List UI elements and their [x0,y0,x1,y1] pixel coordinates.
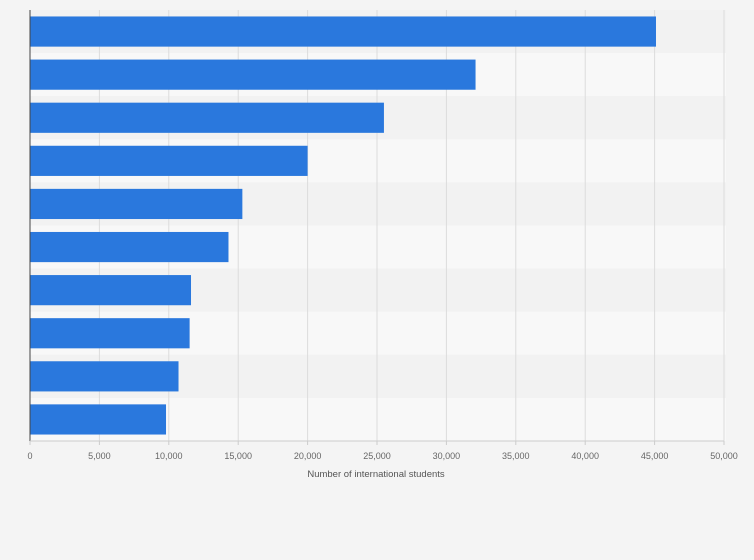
bar [30,145,308,176]
bars [30,16,656,435]
bar [30,231,229,263]
x-axis-title: Number of international students [307,469,445,480]
axes [29,10,725,445]
bar [30,275,192,306]
x-tick-label: 25,000 [363,451,391,461]
bar [30,16,656,47]
bar [30,404,167,435]
x-tick-label: 40,000 [571,451,599,461]
x-tick-label: 0 [27,451,32,461]
x-tick-label: 50,000 [710,451,738,461]
bar [30,102,384,133]
x-tick-label: 10,000 [155,451,183,461]
x-tick-label: 20,000 [294,451,322,461]
x-tick-label: 15,000 [224,451,252,461]
bar [30,59,476,90]
bar [30,318,190,349]
x-tick-label: 30,000 [433,451,461,461]
x-tick-label: 45,000 [641,451,669,461]
x-tick-label: 35,000 [502,451,530,461]
x-tick-labels: 0 5,000 10,000 15,000 20,000 25,000 30,000 35,0… [27,451,737,461]
bar [30,188,243,220]
bar [30,361,179,392]
x-tick-label: 5,000 [88,451,111,461]
